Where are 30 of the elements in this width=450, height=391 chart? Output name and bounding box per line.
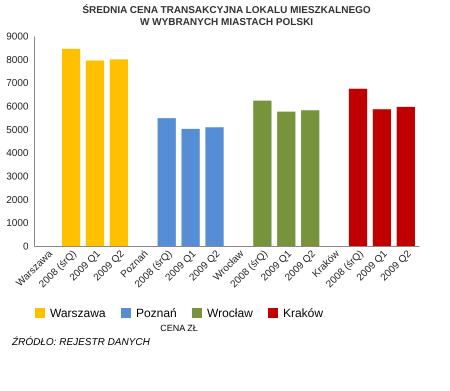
y-tick-label: 0 (22, 242, 29, 252)
legend-label: Kraków (283, 306, 324, 320)
bar (110, 59, 128, 246)
text: ŹRÓDŁO: REJESTR DANYCH (12, 337, 151, 348)
y-tick-label: 1000 (6, 218, 29, 230)
y-tick-label: 9000 (6, 32, 29, 42)
text: W WYBRANYCH MIASTACH POLSKI (140, 17, 314, 28)
y-tick-label: 5000 (6, 124, 29, 136)
legend-label: Wrocław (207, 306, 254, 320)
bar (253, 100, 272, 246)
text: ŚREDNIA CENA TRANSAKCYJNA LOKALU MIESZKALNEGO (82, 5, 371, 16)
y-tick-label: 7000 (6, 78, 29, 90)
y-tick-label: 3000 (6, 172, 29, 182)
bar (301, 110, 320, 246)
legend-label: Warszawa (50, 306, 106, 320)
y-tick-label: 8000 (6, 54, 29, 66)
bar (62, 48, 80, 246)
bar (205, 127, 224, 246)
y-tick-label: 6000 (6, 102, 29, 112)
legend-label: Poznań (136, 306, 177, 320)
y-tick-label: 2000 (6, 194, 29, 206)
legend-title: CENA ZŁ (160, 323, 198, 333)
bar (396, 106, 415, 246)
bar (181, 128, 200, 246)
bar (86, 60, 104, 246)
bar (158, 118, 176, 246)
bar (277, 112, 296, 246)
y-tick-label: 4000 (6, 148, 29, 160)
bar (348, 88, 368, 246)
bar (372, 109, 392, 246)
